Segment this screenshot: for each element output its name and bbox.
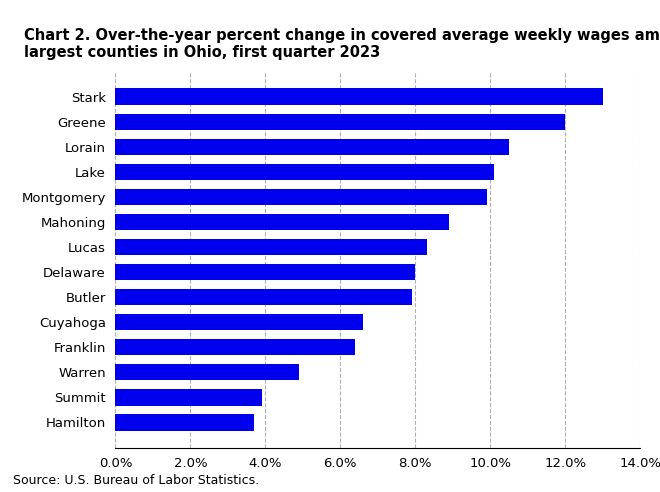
Bar <box>115 414 254 430</box>
Bar <box>115 364 299 380</box>
Bar <box>115 314 363 330</box>
Bar <box>115 389 261 405</box>
Bar <box>115 114 565 130</box>
Text: Chart 2. Over-the-year percent change in covered average weekly wages among the
: Chart 2. Over-the-year percent change in… <box>24 28 660 61</box>
Bar <box>115 89 603 105</box>
Bar <box>115 139 509 155</box>
Bar <box>115 339 355 355</box>
Bar <box>115 239 426 255</box>
Bar <box>115 164 494 180</box>
Bar <box>115 214 449 230</box>
Bar <box>115 189 486 205</box>
Text: Source: U.S. Bureau of Labor Statistics.: Source: U.S. Bureau of Labor Statistics. <box>13 474 259 487</box>
Bar <box>115 264 415 280</box>
Bar <box>115 289 412 305</box>
